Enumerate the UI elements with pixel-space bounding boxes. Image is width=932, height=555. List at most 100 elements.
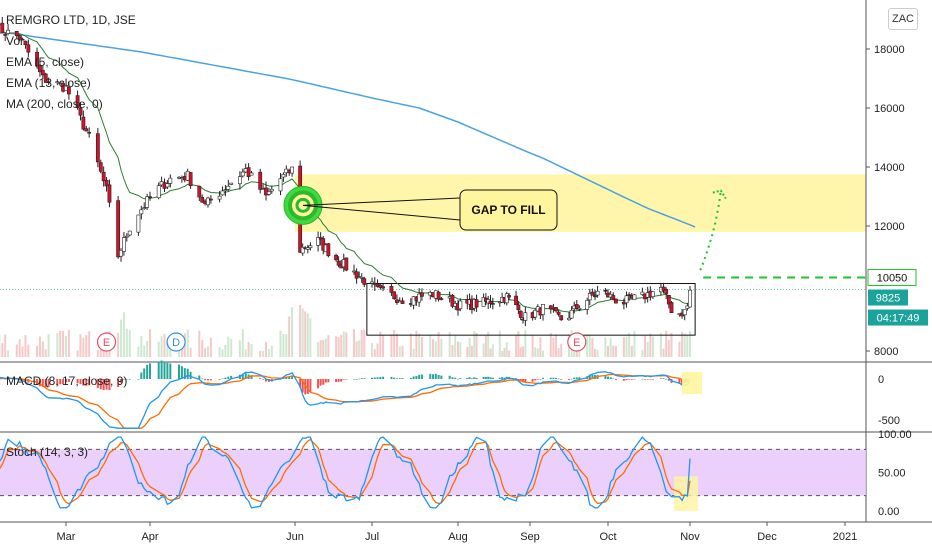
indicator-ma200[interactable]: MA (200, close, 0) [6, 97, 103, 111]
volume-bar [161, 336, 163, 357]
macd-hist-bar [322, 379, 324, 385]
candle-body [137, 215, 140, 232]
volume-bar [248, 342, 250, 357]
volume-bar [612, 345, 614, 357]
candle-body [117, 201, 120, 257]
macd-hist-bar [307, 379, 309, 394]
volume-bar [361, 330, 363, 357]
macd-hist-bar [335, 379, 337, 382]
indicator-vol[interactable]: Vol [6, 34, 23, 48]
volume-bar [137, 347, 139, 357]
time-axis-label: Aug [448, 531, 468, 543]
volume-bar [532, 336, 534, 357]
macd-hist-bar [471, 378, 473, 379]
macd-hist-bar [607, 377, 609, 379]
volume-bar [198, 331, 200, 357]
volume-bar [459, 342, 461, 357]
volume-bar [79, 334, 81, 357]
volume-bar [623, 337, 625, 357]
volume-bar [210, 338, 212, 357]
macd-label[interactable]: MACD (8, 17, close, 9) [6, 374, 127, 388]
volume-bar [418, 333, 420, 357]
volume-bar [492, 344, 494, 357]
volume-bar [325, 339, 327, 357]
volume-bar [282, 334, 284, 357]
volume-bar [343, 332, 345, 357]
macd-hist-bar [576, 377, 578, 379]
volume-bar [140, 336, 142, 357]
candle-body [612, 295, 615, 299]
volume-bar [597, 350, 599, 357]
volume-bar [88, 331, 90, 357]
volume-bar [429, 335, 431, 357]
volume-bar [440, 339, 442, 357]
candles [0, 17, 692, 326]
macd-hist-bar [542, 378, 544, 379]
volume-bar [262, 351, 264, 357]
volume-bar [550, 333, 552, 357]
volume-bar [374, 349, 376, 357]
volume-bar [97, 350, 99, 357]
macd-hist-bar [610, 377, 612, 379]
volume-bar [62, 331, 64, 357]
volume-bar [45, 349, 47, 357]
candle-body [614, 299, 617, 303]
volume-bar [628, 333, 630, 357]
time-axis-label: Sep [520, 531, 540, 543]
volume-bar [457, 341, 459, 357]
volume-bar [356, 341, 358, 357]
volume-bar [626, 337, 628, 357]
macd-hist-bar [390, 377, 392, 379]
event-label: E [573, 337, 580, 349]
volume-bar [681, 332, 683, 357]
indicator-ema5[interactable]: EMA (5, close) [6, 55, 84, 69]
volume-bar [280, 331, 282, 357]
volume-bar [309, 318, 311, 357]
event-label: D [172, 337, 180, 349]
candle-body [309, 246, 312, 248]
macd-hist-bar [550, 378, 552, 379]
volume-bar [224, 345, 226, 357]
stoch-label[interactable]: Stoch (14, 3, 3) [6, 445, 88, 459]
volume-bar [85, 335, 87, 357]
volume-bar [377, 343, 379, 357]
volume-bar [190, 348, 192, 357]
time-axis-label: Nov [680, 531, 700, 543]
macd-hist-bar [469, 377, 471, 379]
volume-bar [644, 336, 646, 357]
macd-hist-bar [429, 374, 431, 379]
macd-hist-bar [451, 377, 453, 379]
candle-body [505, 294, 508, 303]
currency-button[interactable]: ZAC [888, 8, 918, 30]
time-axis-label: Mar [57, 531, 76, 543]
volume-bar [158, 342, 160, 357]
volume-bar [594, 349, 596, 357]
volume-bar [187, 330, 189, 357]
macd-hist-bar [459, 378, 461, 379]
indicator-ema13[interactable]: EMA (13, close) [6, 76, 91, 90]
volume-bar [265, 342, 267, 357]
volume-bar [82, 338, 84, 357]
candle-body [157, 186, 160, 198]
volume-bar [435, 341, 437, 357]
volume-bar [288, 316, 290, 357]
stoch-tick-label: 50.00 [878, 468, 906, 480]
macd-hist-bar [210, 379, 212, 380]
volume-bar [451, 345, 453, 357]
stoch-ticks: 100.0050.000.00 [878, 429, 912, 518]
volume-bar [358, 340, 360, 357]
volume-bar [522, 346, 524, 357]
volume-bar [670, 333, 672, 357]
macd-hist-bar [140, 372, 142, 379]
candle-body [122, 238, 125, 252]
volume-bar [219, 347, 221, 357]
macd-hist-bar [129, 379, 131, 380]
macd-hist-bar [457, 379, 459, 380]
macd-tick-label: 0 [878, 374, 884, 386]
macd-hist-bar [361, 378, 363, 379]
volume-bar [230, 339, 232, 357]
macd-hist-bar [440, 376, 442, 379]
macd-hist-bar [178, 365, 180, 379]
volume-bar [126, 329, 128, 357]
